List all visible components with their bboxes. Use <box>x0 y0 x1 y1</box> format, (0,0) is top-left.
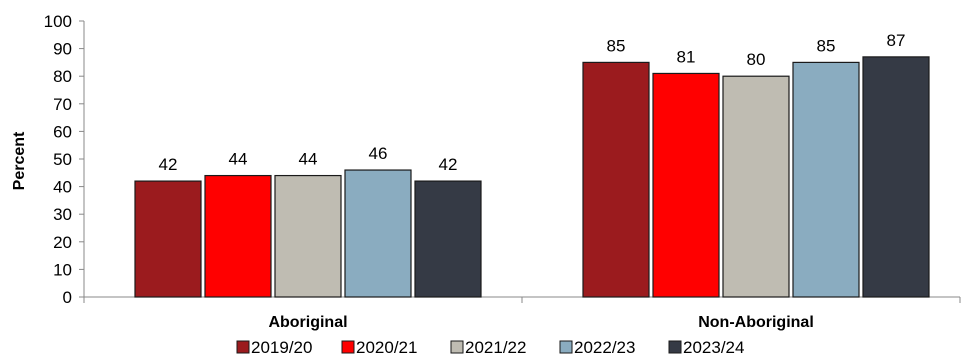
legend-label: 2020/21 <box>356 338 417 356</box>
bar-2020-21-aboriginal <box>204 174 272 298</box>
x-category-label: Aboriginal <box>268 314 347 331</box>
data-label: 46 <box>369 144 388 163</box>
data-label: 85 <box>817 36 836 55</box>
y-axis-title: Percent <box>11 131 28 190</box>
legend-swatch <box>341 340 355 354</box>
data-label: 80 <box>747 50 766 69</box>
bar-2021-22-aboriginal <box>274 174 342 298</box>
y-tick-label: 70 <box>53 95 72 114</box>
legend-swatch <box>668 340 682 354</box>
y-tick-label: 10 <box>53 260 72 279</box>
y-tick-label: 40 <box>53 178 72 197</box>
y-tick-label: 90 <box>53 40 72 59</box>
bar-2021-22-non-aboriginal <box>722 75 790 298</box>
data-label: 42 <box>439 155 458 174</box>
data-label: 44 <box>299 150 318 169</box>
legend-label: 2021/22 <box>465 338 526 356</box>
bar-2022-23-non-aboriginal <box>792 61 860 298</box>
y-tick-label: 30 <box>53 205 72 224</box>
y-tick-label: 100 <box>44 12 72 31</box>
legend-swatch <box>236 340 250 354</box>
legend-label: 2022/23 <box>574 338 635 356</box>
legend-label: 2019/20 <box>251 338 312 356</box>
bar-2023-24-non-aboriginal <box>862 56 930 298</box>
y-tick-label: 20 <box>53 233 72 252</box>
bar-2019-20-non-aboriginal <box>582 61 650 298</box>
bar-2019-20-aboriginal <box>134 180 202 298</box>
x-category-label: Non-Aboriginal <box>698 314 814 331</box>
y-tick-label: 60 <box>53 122 72 141</box>
data-label: 42 <box>159 155 178 174</box>
legend-label: 2023/24 <box>683 338 744 356</box>
y-tick-label: 0 <box>63 288 72 307</box>
legend-swatch <box>559 340 573 354</box>
data-label: 81 <box>677 47 696 66</box>
bar-2022-23-aboriginal <box>344 169 412 298</box>
data-label: 44 <box>229 150 248 169</box>
y-tick-label: 80 <box>53 67 72 86</box>
data-label: 85 <box>607 36 626 55</box>
bar-2020-21-non-aboriginal <box>652 72 720 298</box>
data-label: 87 <box>887 31 906 50</box>
legend-swatch <box>450 340 464 354</box>
y-tick-label: 50 <box>53 150 72 169</box>
bar-2023-24-aboriginal <box>414 180 482 298</box>
